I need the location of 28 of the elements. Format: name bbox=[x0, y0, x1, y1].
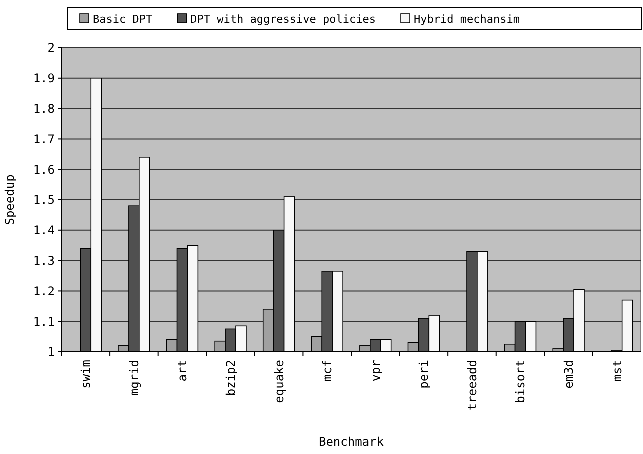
y-tick-label: 1.6 bbox=[33, 162, 55, 177]
x-tick-label: bisort bbox=[514, 360, 528, 404]
y-tick-label: 1.7 bbox=[33, 132, 55, 146]
x-tick-label: swim bbox=[79, 360, 94, 389]
x-tick-label: art bbox=[176, 360, 190, 382]
x-tick-label: treeadd bbox=[465, 360, 480, 411]
y-tick-label: 2 bbox=[48, 41, 55, 56]
legend-label: Hybrid mechansim bbox=[414, 12, 520, 26]
y-tick-label: 1.5 bbox=[33, 193, 55, 208]
x-axis-title: Benchmark bbox=[318, 435, 385, 449]
y-tick-label: 1.9 bbox=[33, 72, 55, 86]
x-tick-label: equake bbox=[272, 360, 286, 404]
x-tick-label: vpr bbox=[368, 360, 383, 382]
y-tick-label: 1.1 bbox=[33, 314, 55, 329]
x-tick-label: peri bbox=[417, 360, 432, 389]
y-tick-label: 1.2 bbox=[33, 284, 55, 298]
legend-label: Basic DPT bbox=[93, 12, 153, 26]
y-axis-title: Speedup bbox=[3, 174, 17, 226]
y-tick-label: 1.4 bbox=[33, 224, 55, 238]
x-tick-label: bzip2 bbox=[224, 360, 238, 396]
y-tick-label: 1.8 bbox=[33, 102, 55, 116]
y-tick-label: 1.3 bbox=[33, 254, 55, 268]
legend-label: DPT with aggressive policies bbox=[190, 12, 376, 26]
x-tick-label: mst bbox=[610, 360, 624, 382]
x-tick-label: mcf bbox=[320, 360, 335, 382]
x-tick-label: em3d bbox=[562, 360, 576, 389]
x-tick-label: mgrid bbox=[127, 360, 142, 396]
y-tick-label: 1 bbox=[48, 345, 55, 360]
